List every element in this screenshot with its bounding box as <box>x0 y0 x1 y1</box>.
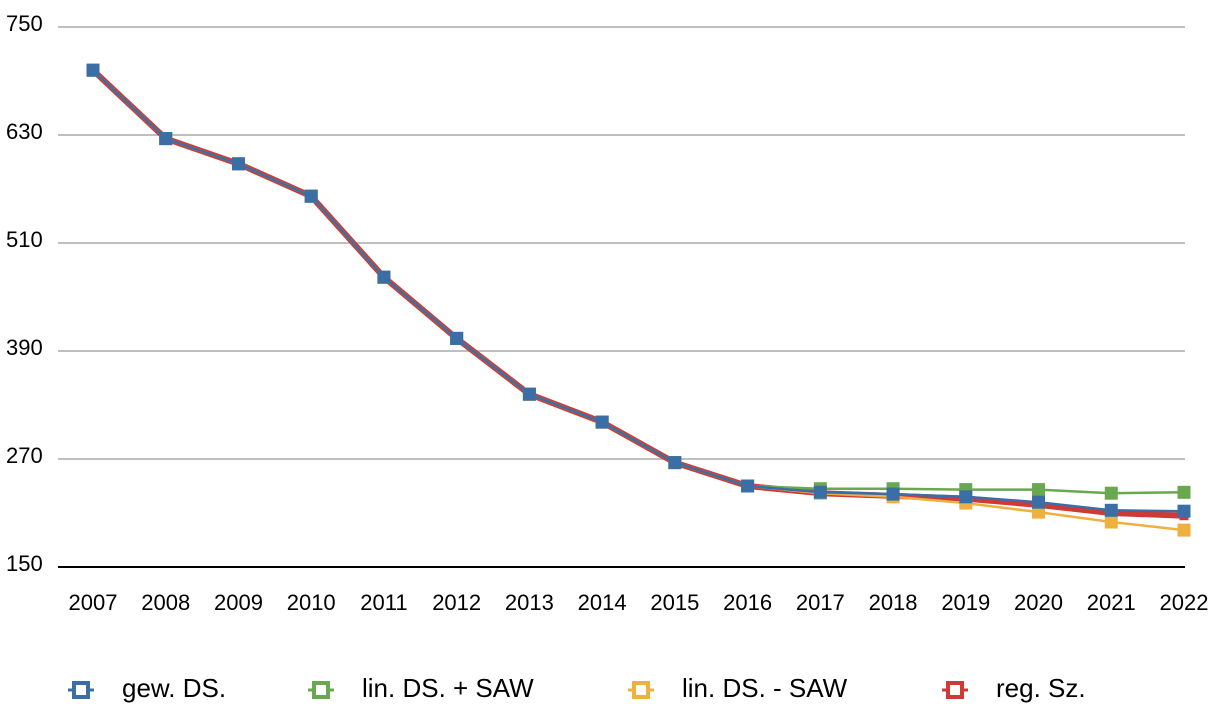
marker <box>522 387 536 401</box>
y-tick-label: 630 <box>6 119 43 144</box>
marker <box>1177 504 1191 518</box>
legend-marker <box>72 681 90 699</box>
marker <box>86 63 100 77</box>
legend-label: lin. DS. + SAW <box>362 673 534 703</box>
y-tick-label: 150 <box>6 551 43 576</box>
y-tick-label: 750 <box>6 11 43 36</box>
x-tick-label: 2019 <box>941 590 990 615</box>
legend-marker <box>312 681 330 699</box>
marker <box>813 485 827 499</box>
x-tick-label: 2012 <box>432 590 481 615</box>
legend-label: reg. Sz. <box>996 673 1086 703</box>
marker <box>741 479 755 493</box>
series-line <box>92 69 1185 513</box>
marker <box>450 331 464 345</box>
marker <box>1032 495 1046 509</box>
x-tick-label: 2020 <box>1014 590 1063 615</box>
marker <box>668 456 682 470</box>
x-tick-label: 2013 <box>505 590 554 615</box>
legend: gew. DS. lin. DS. + SAW lin. DS. - SAW reg.… <box>68 673 1086 703</box>
legend-marker <box>946 681 964 699</box>
series-line <box>92 69 1185 495</box>
y-tick-label: 510 <box>6 227 43 252</box>
marker <box>1032 483 1046 497</box>
marker <box>595 415 609 429</box>
marker <box>1104 486 1118 500</box>
x-tick-label: 2021 <box>1087 590 1136 615</box>
x-tick-label: 2015 <box>650 590 699 615</box>
marker <box>377 270 391 284</box>
x-tick-label: 2011 <box>360 590 407 615</box>
marker <box>1104 515 1118 529</box>
marker <box>1104 503 1118 517</box>
x-tick-label: 2007 <box>69 590 118 615</box>
x-tick-label: 2014 <box>578 590 627 615</box>
legend-marker <box>632 681 650 699</box>
x-tick-label: 2018 <box>869 590 918 615</box>
legend-label: gew. DS. <box>122 673 226 703</box>
marker <box>304 189 318 203</box>
marker <box>1177 485 1191 499</box>
marker <box>1177 523 1191 537</box>
marker <box>1032 505 1046 519</box>
x-tick-label: 2009 <box>214 590 263 615</box>
x-tick-label: 2017 <box>796 590 845 615</box>
marker <box>959 490 973 504</box>
y-tick-label: 390 <box>6 335 43 360</box>
marker <box>886 487 900 501</box>
x-tick-label: 2016 <box>723 590 772 615</box>
series-line <box>92 69 1185 532</box>
x-tick-label: 2010 <box>287 590 336 615</box>
y-tick-label: 270 <box>6 443 43 468</box>
legend-label: lin. DS. - SAW <box>682 673 848 703</box>
marker <box>159 132 173 146</box>
series-line <box>90 68 1185 519</box>
marker <box>231 157 245 171</box>
x-tick-label: 2008 <box>141 590 190 615</box>
x-tick-label: 2022 <box>1160 590 1209 615</box>
